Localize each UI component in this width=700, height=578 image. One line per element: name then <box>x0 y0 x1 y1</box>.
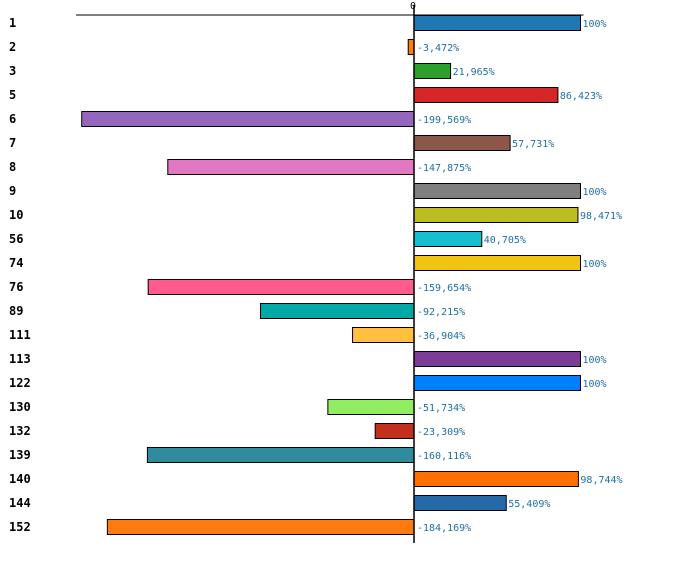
value-label-152: -184,169% <box>417 523 471 534</box>
category-label-8: 8 <box>9 160 16 174</box>
value-label-144: 55,409% <box>508 499 550 510</box>
bar-130 <box>327 399 415 415</box>
category-label-74: 74 <box>9 256 23 270</box>
bar-122 <box>413 375 581 391</box>
bar-89 <box>259 303 415 319</box>
category-label-3: 3 <box>9 64 16 78</box>
value-label-74: 100% <box>583 259 607 270</box>
category-label-7: 7 <box>9 136 16 150</box>
category-label-144: 144 <box>9 496 31 510</box>
value-label-9: 100% <box>583 187 607 198</box>
bar-6 <box>81 111 415 127</box>
bar-152 <box>106 519 415 535</box>
value-label-111: -36,904% <box>417 331 465 342</box>
bar-139 <box>146 447 415 463</box>
zero-tick-label: 0 <box>410 1 416 12</box>
bar-10 <box>413 207 579 223</box>
value-label-6: -199,569% <box>417 115 471 126</box>
value-label-5: 86,423% <box>560 91 602 102</box>
value-label-113: 100% <box>583 355 607 366</box>
category-label-10: 10 <box>9 208 23 222</box>
category-label-130: 130 <box>9 400 31 414</box>
value-label-1: 100% <box>583 19 607 30</box>
bar-9 <box>413 183 581 199</box>
value-label-8: -147,875% <box>417 163 471 174</box>
bar-144 <box>413 495 507 511</box>
value-label-130: -51,734% <box>417 403 465 414</box>
category-label-1: 1 <box>9 16 16 30</box>
bar-8 <box>167 159 415 175</box>
value-label-3: 21,965% <box>453 67 495 78</box>
bar-111 <box>352 327 415 343</box>
bar-132 <box>374 423 415 439</box>
bar-3 <box>413 63 452 79</box>
category-label-152: 152 <box>9 520 31 534</box>
bar-2 <box>407 39 415 55</box>
value-label-132: -23,309% <box>417 427 465 438</box>
value-label-2: -3,472% <box>417 43 459 54</box>
category-label-122: 122 <box>9 376 31 390</box>
category-label-132: 132 <box>9 424 31 438</box>
value-label-56: 40,705% <box>484 235 526 246</box>
bar-7 <box>413 135 511 151</box>
value-label-10: 98,471% <box>580 211 622 222</box>
value-label-122: 100% <box>583 379 607 390</box>
bar-76 <box>147 279 415 295</box>
category-label-113: 113 <box>9 352 31 366</box>
bar-56 <box>413 231 483 247</box>
category-label-89: 89 <box>9 304 23 318</box>
category-label-56: 56 <box>9 232 23 246</box>
bar-1 <box>413 15 581 31</box>
category-label-6: 6 <box>9 112 16 126</box>
category-label-140: 140 <box>9 472 31 486</box>
category-label-5: 5 <box>9 88 16 102</box>
category-label-76: 76 <box>9 280 23 294</box>
bar-74 <box>413 255 581 271</box>
value-label-7: 57,731% <box>512 139 554 150</box>
value-label-139: -160,116% <box>417 451 471 462</box>
bar-113 <box>413 351 581 367</box>
category-label-111: 111 <box>9 328 31 342</box>
value-label-76: -159,654% <box>417 283 471 294</box>
bar-5 <box>413 87 559 103</box>
value-label-89: -92,215% <box>417 307 465 318</box>
bar-140 <box>413 471 579 487</box>
category-label-9: 9 <box>9 184 16 198</box>
category-label-139: 139 <box>9 448 31 462</box>
category-label-2: 2 <box>9 40 16 54</box>
value-label-140: 98,744% <box>580 475 622 486</box>
